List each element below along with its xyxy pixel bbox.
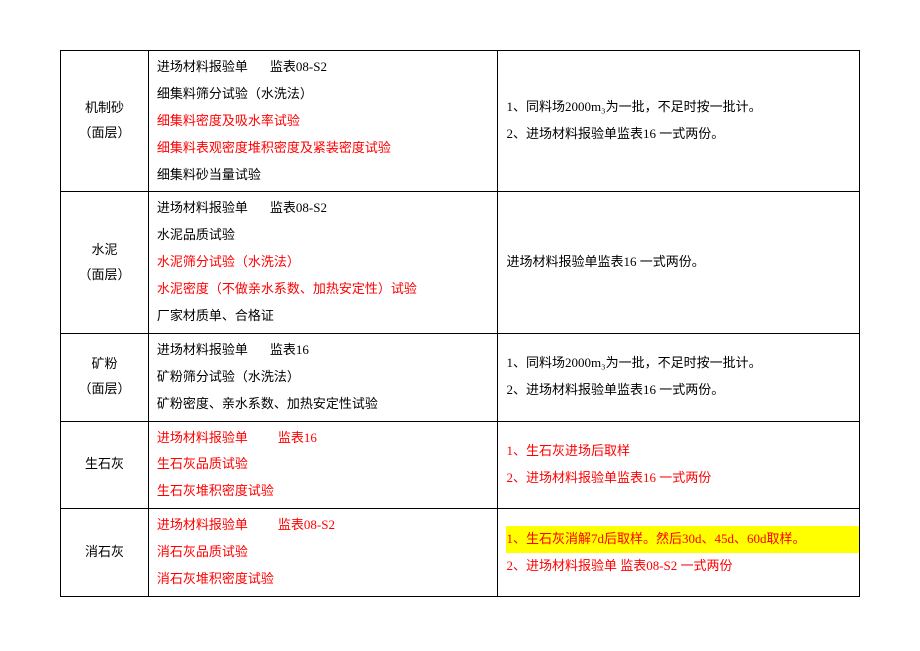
material-name: 生石灰 (61, 452, 148, 477)
table-row: 机制砂 （面层） 进场材料报验单 监表08-S2 细集料筛分试验（水洗法） 细集料… (61, 51, 860, 192)
tests-cell: 进场材料报验单 监表08-S2 消石灰品质试验 消石灰堆积密度试验 (148, 509, 498, 597)
test-item: 矿粉筛分试验（水洗法） (157, 364, 490, 391)
note-item: 1、同料场2000m₃为一批，不足时按一批计。 (506, 350, 851, 377)
notes-cell: 1、生石灰进场后取样 2、进场材料报验单监表16 一式两份 (498, 421, 860, 509)
table-row: 生石灰 进场材料报验单 监表16 生石灰品质试验 生石灰堆积密度试验 1、生石灰进… (61, 421, 860, 509)
test-item: 进场材料报验单 (157, 430, 248, 445)
test-item: 生石灰堆积密度试验 (157, 478, 490, 505)
test-item: 生石灰品质试验 (157, 451, 490, 478)
note-item-highlight: 1、生石灰消解7d后取样。然后30d、45d、60d取样。 (506, 526, 859, 553)
table-row: 水泥 （面层） 进场材料报验单 监表08-S2 水泥品质试验 水泥筛分试验（水洗法… (61, 192, 860, 333)
tests-cell: 进场材料报验单 监表16 生石灰品质试验 生石灰堆积密度试验 (148, 421, 498, 509)
test-item: 进场材料报验单 (157, 517, 248, 532)
test-item: 消石灰品质试验 (157, 539, 490, 566)
material-label-cell: 矿粉 （面层） (61, 333, 149, 421)
test-item-code: 监表08-S2 (270, 200, 327, 215)
note-item: 2、进场材料报验单监表16 一式两份。 (506, 377, 851, 404)
material-name: 消石灰 (61, 540, 148, 565)
material-name: 机制砂 (61, 96, 148, 121)
test-item: 进场材料报验单 (157, 342, 248, 357)
material-label-cell: 机制砂 （面层） (61, 51, 149, 192)
notes-cell: 1、生石灰消解7d后取样。然后30d、45d、60d取样。 2、进场材料报验单 … (498, 509, 860, 597)
test-item-code: 监表08-S2 (270, 59, 327, 74)
test-item: 水泥密度（不做亲水系数、加热安定性）试验 (157, 276, 490, 303)
note-item: 2、进场材料报验单 监表08-S2 一式两份 (506, 553, 859, 580)
test-item-code: 监表16 (278, 430, 317, 445)
table-row: 消石灰 进场材料报验单 监表08-S2 消石灰品质试验 消石灰堆积密度试验 1、生… (61, 509, 860, 597)
material-name: 矿粉 (61, 352, 148, 377)
materials-table: 机制砂 （面层） 进场材料报验单监表08-S2 细集料筛分试验（水洗法） 细集料… (60, 50, 860, 597)
test-item: 水泥品质试验 (157, 222, 490, 249)
test-item: 进场材料报验单 (157, 200, 248, 215)
test-item: 矿粉密度、亲水系数、加热安定性试验 (157, 391, 490, 418)
tests-cell: 进场材料报验单监表08-S2 细集料筛分试验（水洗法） 细集料密度及吸水率试验 … (148, 51, 498, 192)
notes-cell: 进场材料报验单监表16 一式两份。 (498, 192, 860, 333)
material-layer: （面层） (61, 377, 148, 402)
note-item: 2、进场材料报验单监表16 一式两份 (506, 465, 851, 492)
material-label-cell: 消石灰 (61, 509, 149, 597)
test-item: 消石灰堆积密度试验 (157, 566, 490, 593)
test-item: 细集料筛分试验（水洗法） (157, 81, 490, 108)
tests-cell: 进场材料报验单 监表08-S2 水泥品质试验 水泥筛分试验（水洗法） 水泥密度（不… (148, 192, 498, 333)
test-item: 水泥筛分试验（水洗法） (157, 249, 490, 276)
material-layer: （面层） (61, 263, 148, 288)
test-item: 细集料砂当量试验 (157, 162, 490, 189)
notes-cell: 1、同料场2000m₃为一批，不足时按一批计。 2、进场材料报验单监表16 一式… (498, 51, 860, 192)
test-item-code: 监表08-S2 (278, 517, 335, 532)
test-item: 厂家材质单、合格证 (157, 303, 490, 330)
material-layer: （面层） (61, 121, 148, 146)
table-row: 矿粉 （面层） 进场材料报验单 监表16 矿粉筛分试验（水洗法） 矿粉密度、亲水系… (61, 333, 860, 421)
material-label-cell: 水泥 （面层） (61, 192, 149, 333)
note-item: 1、同料场2000m₃为一批，不足时按一批计。 (506, 94, 851, 121)
note-item: 2、进场材料报验单监表16 一式两份。 (506, 121, 851, 148)
test-item-code: 监表16 (270, 342, 309, 357)
tests-cell: 进场材料报验单 监表16 矿粉筛分试验（水洗法） 矿粉密度、亲水系数、加热安定性试… (148, 333, 498, 421)
note-item: 进场材料报验单监表16 一式两份。 (506, 249, 851, 276)
test-item: 进场材料报验单 (157, 59, 248, 74)
material-name: 水泥 (61, 238, 148, 263)
material-label-cell: 生石灰 (61, 421, 149, 509)
test-item: 细集料密度及吸水率试验 (157, 108, 490, 135)
note-item: 1、生石灰进场后取样 (506, 438, 851, 465)
notes-cell: 1、同料场2000m₃为一批，不足时按一批计。 2、进场材料报验单监表16 一式… (498, 333, 860, 421)
test-item: 细集料表观密度堆积密度及紧装密度试验 (157, 135, 490, 162)
